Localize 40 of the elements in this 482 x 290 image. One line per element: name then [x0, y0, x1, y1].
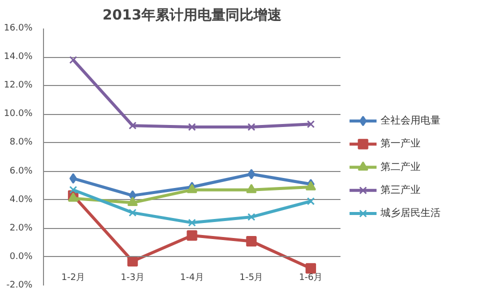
point	[128, 208, 137, 217]
point	[188, 218, 196, 227]
x-tick-label: 1-2月	[61, 272, 86, 283]
point	[306, 263, 316, 274]
point	[306, 120, 315, 128]
x-tick-label: 1-4月	[180, 272, 204, 283]
legend-label: 第一产业	[380, 138, 421, 150]
point	[127, 196, 138, 206]
chart-title: 2013年累计用电量同比增速	[102, 8, 282, 24]
x-tick-label: 1-5月	[240, 272, 264, 283]
y-tick-label: 4.0%	[10, 194, 33, 205]
point	[306, 197, 315, 206]
point	[127, 256, 138, 266]
point	[246, 236, 257, 246]
legend-label: 全社会用电量	[380, 114, 441, 127]
y-tick-label: 8.0%	[10, 138, 33, 148]
point	[247, 213, 256, 221]
y-tick-label: 12.0%	[4, 80, 33, 91]
y-tick-label: 6.0%	[10, 166, 33, 176]
x-tick-label: 1-6月	[298, 272, 323, 283]
point	[247, 123, 256, 131]
y-tick-label: 2.0%	[10, 223, 33, 234]
y-tick-label: 14.0%	[4, 52, 33, 62]
y-tick-label: 16.0%	[4, 24, 33, 34]
point	[69, 173, 77, 184]
y-tick-label: -2.0%	[6, 280, 33, 290]
point	[128, 122, 137, 130]
legend-label: 第三产业	[380, 184, 421, 196]
legend-label: 第二产业	[380, 160, 421, 173]
y-tick-label: 0.0%	[10, 252, 33, 262]
point	[306, 181, 316, 190]
point	[186, 230, 198, 241]
point	[246, 184, 257, 194]
x-tick-label: 1-3月	[120, 272, 144, 283]
point	[188, 123, 196, 131]
point	[69, 186, 78, 194]
legend-label: 城乡居民生活	[380, 207, 441, 220]
point	[69, 56, 78, 64]
y-tick-label: 10.0%	[4, 109, 33, 120]
point	[248, 168, 256, 180]
